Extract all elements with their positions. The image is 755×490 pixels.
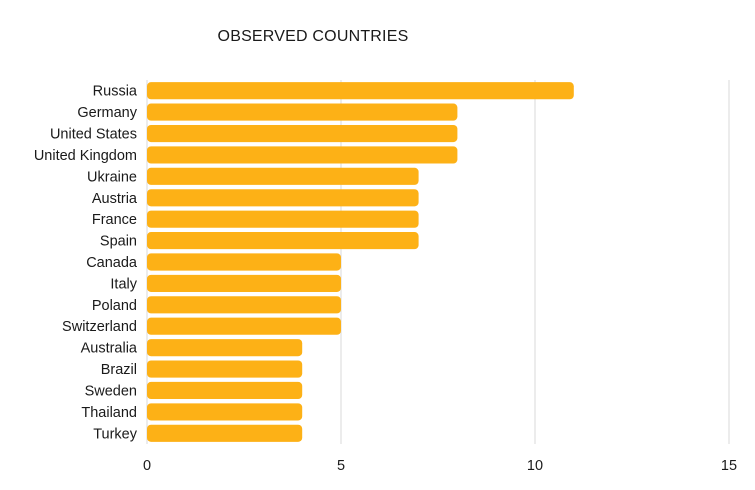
- bar-germany: [147, 103, 458, 121]
- category-label-austria: Austria: [92, 191, 138, 207]
- category-label-canada: Canada: [86, 255, 138, 271]
- category-label-brazil: Brazil: [101, 362, 137, 378]
- category-label-united-kingdom: United Kingdom: [34, 148, 137, 164]
- bar-russia: [147, 82, 574, 100]
- bar-spain: [147, 232, 419, 250]
- category-label-ukraine: Ukraine: [87, 169, 137, 185]
- x-tick-label-15: 15: [721, 458, 737, 474]
- bar-austria: [147, 189, 419, 207]
- x-tick-labels: 0 5 10 15: [143, 458, 737, 474]
- category-label-russia: Russia: [93, 84, 138, 100]
- bar-sweden: [147, 381, 303, 400]
- bar-poland: [147, 296, 341, 314]
- bar-france: [147, 210, 419, 228]
- category-label-germany: Germany: [77, 105, 137, 121]
- category-label-poland: Poland: [92, 298, 137, 314]
- bar-thailand: [147, 403, 303, 421]
- bar-canada: [147, 253, 341, 271]
- bar-turkey: [147, 424, 303, 442]
- x-tick-label-10: 10: [527, 458, 543, 474]
- category-label-turkey: Turkey: [93, 426, 138, 442]
- category-label-united-states: United States: [50, 127, 137, 143]
- x-tick-label-5: 5: [337, 458, 345, 474]
- bar-united-states: [147, 124, 458, 143]
- category-label-sweden: Sweden: [85, 383, 137, 399]
- bar-ukraine: [147, 167, 419, 185]
- category-label-switzerland: Switzerland: [62, 319, 137, 335]
- bar-switzerland: [147, 317, 341, 335]
- bars: [147, 82, 574, 442]
- x-tick-label-0: 0: [143, 458, 151, 474]
- category-labels: Russia Germany United States United Kingdom…: [34, 84, 138, 443]
- category-label-italy: Italy: [110, 276, 137, 292]
- category-label-france: France: [92, 212, 137, 228]
- category-label-spain: Spain: [100, 234, 137, 250]
- bar-italy: [147, 274, 341, 292]
- category-label-thailand: Thailand: [81, 405, 137, 421]
- bar-australia: [147, 339, 303, 357]
- bar-brazil: [147, 360, 303, 378]
- bar-united-kingdom: [147, 146, 458, 164]
- chart-title: OBSERVED COUNTRIES: [217, 28, 409, 45]
- category-label-australia: Australia: [81, 341, 138, 357]
